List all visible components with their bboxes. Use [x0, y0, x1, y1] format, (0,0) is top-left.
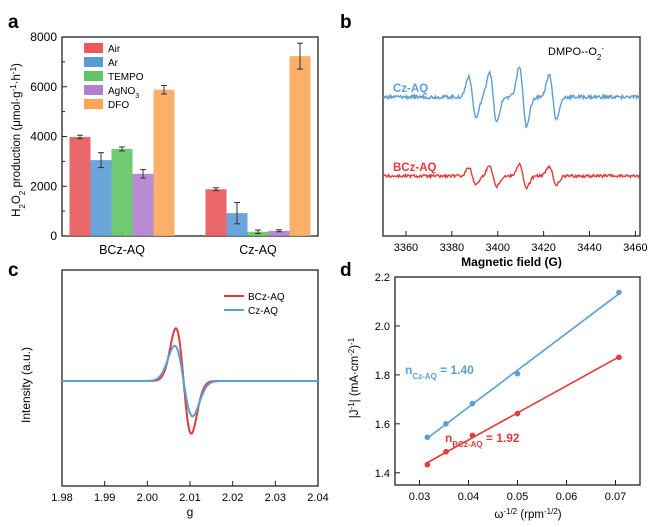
panel-d-annotation-cz-aq: nCz-AQ = 1.40	[405, 363, 474, 381]
panel-b-xlabel: Magnetic field (G)	[461, 255, 562, 269]
panel-d-point-bcz-aq	[616, 354, 622, 360]
panel-a-ylabel: H2O2 production (μmol·g-1·h-1)	[9, 63, 27, 217]
panel-a-bar-ar	[91, 160, 112, 236]
panel-a-label: a	[8, 12, 19, 33]
panel-a-legend-label: TEMPO	[108, 72, 144, 83]
panel-a-bar-air	[70, 137, 91, 236]
panel-c-legend-label: BCz-AQ	[248, 292, 285, 303]
panel-a-ytick-label: 0	[50, 229, 57, 243]
panel-a-legend-label: Ar	[108, 58, 119, 69]
panel-b-label: b	[340, 12, 352, 33]
panel-c-plot: 1.98 1.99 2.00 2.01 2.02 2.03 2.04 g BCz-AQ Cz-AQ	[51, 270, 328, 519]
panel-b-xtick-label: 3380	[440, 242, 464, 254]
panel-d-xlabel: ω-1/2 (rpm-1/2)	[494, 507, 561, 522]
panel-d-ytick-label: 1.8	[375, 370, 390, 382]
panel-c-ylabel-text: Intensity (a.u.)	[19, 347, 33, 423]
panel-b-frame	[383, 37, 640, 236]
panel-b: b DMPO--O2- 3360 3380 3400 3420 3440 3460 Magn…	[340, 12, 648, 269]
panel-c-ylabel: Intensity (a.u.)	[19, 347, 33, 423]
panel-b-series-label: Cz-AQ	[393, 83, 428, 95]
panel-d-ytick-label: 2.2	[375, 272, 390, 284]
panel-d-point-cz-aq	[616, 290, 622, 296]
panel-a-legend-swatch-air	[84, 43, 103, 53]
panel-d-ytick-label: 2.0	[375, 321, 390, 333]
panel-d-ytick-label: 1.4	[375, 468, 390, 480]
panel-b-xtick-label: 3460	[623, 242, 647, 254]
panel-d-plot: 0.03 0.04 0.05 0.06 0.07 1.4 1.6 1.8 2.0 2.2 nCz-A…	[375, 272, 640, 503]
panel-d-frame	[395, 277, 640, 485]
panel-a-legend-swatch-agno3	[84, 85, 103, 95]
panel-d-xtick-label: 0.04	[458, 491, 479, 503]
panel-d-point-bcz-aq	[515, 411, 521, 417]
panel-c-xtick-label: 1.98	[51, 492, 72, 504]
panel-d-point-cz-aq	[443, 421, 449, 427]
panel-d-xtick-label: 0.06	[556, 491, 577, 503]
panel-b-title: DMPO--O2-	[548, 44, 604, 62]
panel-b-xtick-label: 3420	[531, 242, 555, 254]
panel-d-point-cz-aq	[425, 434, 431, 440]
panel-c-xtick-label: 2.04	[307, 492, 328, 504]
panel-a: a H2O2 production (μmol·g-1·h-1) 0 2000 40…	[8, 12, 318, 257]
panel-a-legend-label: Air	[108, 44, 121, 55]
panel-c-label: c	[8, 260, 19, 281]
panel-a-legend-label: AgNO3	[108, 86, 139, 100]
panel-a-ytick-label: 4000	[30, 130, 57, 144]
panel-c-series-cz-aq	[62, 346, 318, 417]
panel-d-point-bcz-aq	[425, 462, 431, 468]
panel-c-xtick-label: 2.00	[137, 492, 158, 504]
panel-c-xtick-label: 1.99	[94, 492, 115, 504]
panel-a-bar-tempo	[112, 149, 133, 236]
panel-a-legend-swatch-dfo	[84, 99, 103, 109]
panel-b-xtick-label: 3400	[485, 242, 509, 254]
panel-b-series-cz-aq	[383, 67, 640, 127]
panel-b-xtick-label: 3360	[394, 242, 418, 254]
panel-a-bar-agno3	[133, 174, 154, 236]
panel-d-xtick-label: 0.03	[409, 491, 430, 503]
panel-a-legend-label: DFO	[108, 100, 129, 111]
panel-d-label: d	[340, 260, 352, 281]
panel-a-category-label: BCz-AQ	[99, 243, 145, 257]
panel-a-legend-swatch-tempo	[84, 71, 103, 81]
panel-a-category-label: Cz-AQ	[239, 243, 277, 257]
panel-a-legend-swatch-ar	[84, 57, 103, 67]
panel-d-ylabel: |J-1| (mA·cm-2)-1	[347, 337, 362, 418]
panel-d-point-cz-aq	[515, 371, 521, 377]
panel-c-xlabel: g	[187, 505, 194, 519]
panel-a-ytick-label: 6000	[30, 80, 57, 94]
panel-d-annotation-bcz-aq: nBCz-AQ = 1.92	[445, 431, 520, 449]
panel-d-xtick-label: 0.07	[605, 491, 626, 503]
panel-d-point-bcz-aq	[443, 449, 449, 455]
panel-a-plot: 0 2000 4000 6000 8000 BCz-AQ Cz-AQ	[30, 30, 318, 257]
figure: a H2O2 production (μmol·g-1·h-1) 0 2000 40…	[0, 0, 657, 527]
panel-d-point-cz-aq	[470, 401, 476, 407]
panel-a-ylabel-text: H2O2 production (μmol·g-1·h-1)	[9, 63, 27, 217]
panel-c-legend-label: Cz-AQ	[248, 306, 278, 317]
panel-c-xtick-label: 2.02	[222, 492, 243, 504]
panel-d: d |J-1| (mA·cm-2)-1 ω-1/2 (rpm-1/2) 0.03…	[340, 260, 640, 521]
panel-b-plot: 3360 3380 3400 3420 3440 3460 Magnetic field (…	[383, 37, 648, 269]
panel-d-xtick-label: 0.05	[507, 491, 528, 503]
panel-c-xtick-label: 2.03	[265, 492, 286, 504]
panel-a-bar-dfo	[154, 90, 175, 236]
panel-d-ylabel-text: |J-1| (mA·cm-2)-1	[347, 337, 362, 418]
panel-d-point-bcz-aq	[470, 433, 476, 439]
panel-b-series-label: BCz-AQ	[393, 162, 436, 174]
panel-c: c Intensity (a.u.) 1.98 1.99 2.00 2.01 2.02 2…	[8, 260, 329, 519]
panel-c-xtick-label: 2.01	[179, 492, 200, 504]
panel-d-ytick-label: 1.6	[375, 419, 390, 431]
panel-b-xtick-label: 3440	[577, 242, 601, 254]
panel-a-bar-air	[206, 189, 227, 236]
panel-a-bar-dfo	[290, 56, 311, 236]
panel-a-ytick-label: 2000	[30, 179, 57, 193]
panel-a-ytick-label: 8000	[30, 30, 57, 44]
